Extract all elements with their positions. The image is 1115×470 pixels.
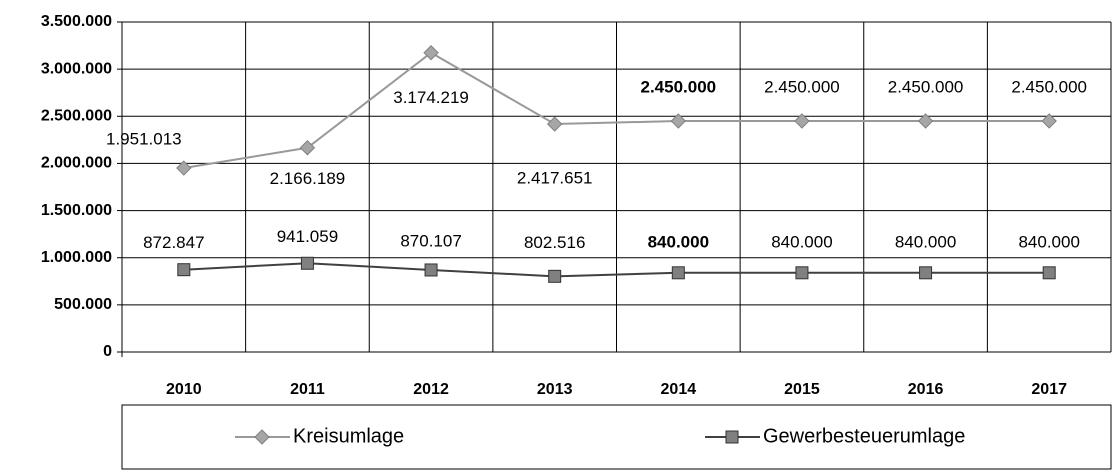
marker <box>919 266 933 280</box>
marker <box>423 45 439 61</box>
marker <box>794 113 810 129</box>
data-label: 2.417.651 <box>517 169 593 188</box>
data-label: 1.951.013 <box>106 130 182 149</box>
legend-marker <box>725 430 739 444</box>
y-tick-label: 3.000.000 <box>41 60 112 77</box>
marker <box>424 263 438 277</box>
y-tick-label: 3.500.000 <box>41 13 112 30</box>
marker <box>176 160 192 176</box>
x-tick-label: 2015 <box>784 381 820 398</box>
marker <box>917 113 934 129</box>
x-tick-label: 2012 <box>413 381 449 398</box>
legend-box <box>121 404 1112 470</box>
data-label: 2.450.000 <box>1011 77 1087 96</box>
legend-marker <box>254 429 270 445</box>
data-label: 840.000 <box>771 232 832 251</box>
data-label: 872.847 <box>143 233 204 252</box>
data-label: 2.450.000 <box>764 77 840 96</box>
series-line <box>183 262 1050 278</box>
x-tick-label: 2016 <box>908 381 944 398</box>
legend-label: Kreisumlage <box>293 425 404 447</box>
data-label: 2.450.000 <box>888 77 964 96</box>
x-tick-label: 2014 <box>661 381 697 398</box>
marker <box>300 256 314 270</box>
series-line <box>183 51 1050 170</box>
data-label: 840.000 <box>648 232 709 251</box>
data-label: 870.107 <box>400 231 461 250</box>
x-tick-label: 2010 <box>166 381 202 398</box>
y-tick-label: 2.000.000 <box>41 155 112 172</box>
marker <box>1042 266 1056 280</box>
x-tick-label: 2013 <box>537 381 573 398</box>
marker <box>670 113 687 129</box>
marker <box>671 266 685 280</box>
marker <box>177 263 191 277</box>
marker <box>1041 113 1057 129</box>
x-tick-label: 2017 <box>1031 381 1067 398</box>
marker <box>795 266 809 280</box>
legend-label: Gewerbesteuerumlage <box>763 425 965 447</box>
y-tick-label: 1.500.000 <box>41 202 112 219</box>
data-label: 2.450.000 <box>640 77 716 96</box>
x-tick-label: 2011 <box>290 381 325 398</box>
marker <box>548 269 562 283</box>
data-label: 2.166.189 <box>270 169 346 188</box>
y-tick-label: 2.500.000 <box>41 108 112 125</box>
data-label: 941.059 <box>277 227 338 246</box>
y-tick-label: 500.000 <box>54 296 112 313</box>
data-label: 802.516 <box>524 233 585 252</box>
y-tick-label: 0 <box>103 343 112 360</box>
marker <box>299 140 316 156</box>
data-label: 840.000 <box>1018 232 1079 251</box>
data-label: 3.174.219 <box>393 88 469 107</box>
marker <box>546 116 563 132</box>
y-tick-label: 1.000.000 <box>41 249 112 266</box>
data-label: 840.000 <box>895 232 956 251</box>
